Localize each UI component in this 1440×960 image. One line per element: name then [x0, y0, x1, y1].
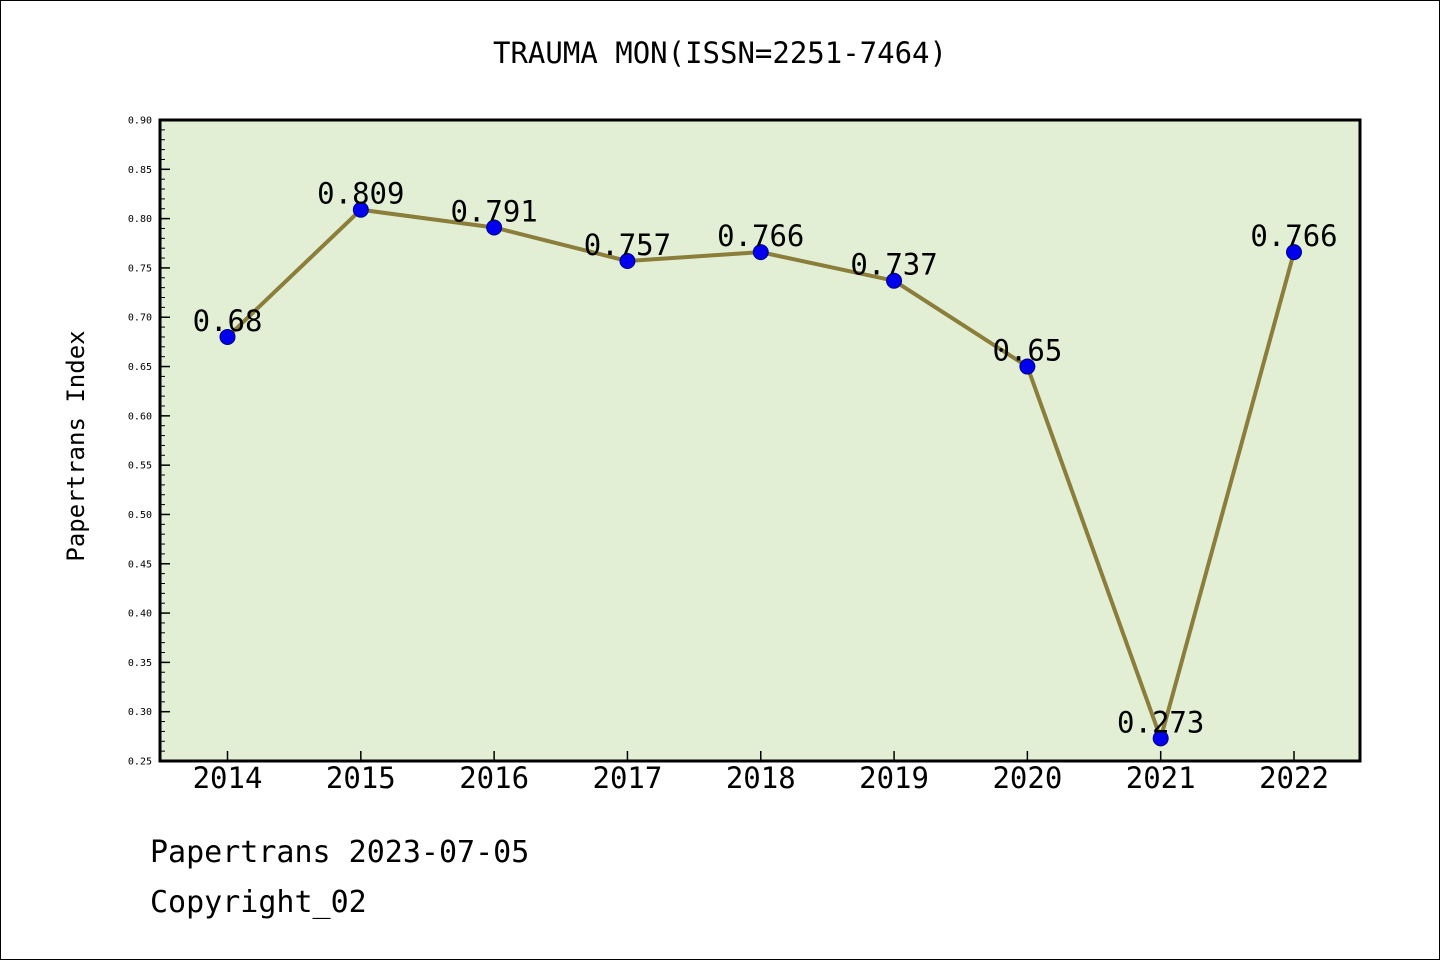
data-markers [219, 201, 1302, 747]
data-label: 0.68 [193, 304, 263, 338]
data-point [352, 201, 369, 218]
x-tick-label: 2022 [1259, 761, 1329, 795]
data-label: 0.791 [450, 194, 537, 228]
footer-copyright-line: Copyright_02 [150, 885, 367, 920]
y-tick-label: 0.65 [128, 362, 152, 373]
x-tick-label: 2016 [459, 761, 529, 795]
y-tick-label: 0.80 [128, 214, 152, 225]
y-tick-label: 0.90 [128, 116, 152, 127]
data-labels: 0.68 0.809 0.791 0.757 0.766 0.737 0.65 0.273 0.… [193, 177, 1338, 740]
data-label: 0.65 [992, 334, 1062, 368]
y-tick-label: 0.60 [128, 411, 152, 422]
x-tick-label: 2021 [1126, 761, 1196, 795]
data-point [1286, 244, 1302, 261]
data-point [1152, 730, 1169, 747]
y-tick-label: 0.55 [128, 461, 152, 472]
data-label: 0.757 [584, 228, 671, 262]
y-tick-label: 0.45 [128, 559, 152, 570]
y-tick-label: 0.75 [128, 263, 152, 274]
data-label: 0.766 [717, 219, 804, 253]
x-tick-label: 2015 [326, 761, 396, 795]
plot-border [158, 118, 1362, 763]
data-label: 0.809 [317, 177, 404, 211]
y-tick-label: 0.30 [128, 707, 152, 718]
data-label: 0.737 [850, 248, 937, 282]
y-tick-label: 0.25 [128, 757, 152, 768]
y-major-ticks: 0.25 0.30 0.35 0.40 0.45 0.50 0.55 0.60 0.65 0.70… [128, 116, 170, 768]
y-tick-label: 0.50 [128, 510, 152, 521]
x-tick-label: 2017 [593, 761, 663, 795]
y-tick-label: 0.35 [128, 658, 152, 669]
y-tick-label: 0.70 [128, 313, 152, 324]
x-tick-label: 2014 [193, 761, 263, 795]
data-label: 0.273 [1117, 705, 1204, 739]
data-point [752, 244, 769, 261]
data-point [1019, 358, 1036, 375]
y-tick-label: 0.40 [128, 609, 152, 620]
data-point [886, 272, 903, 289]
x-tick-label: 2020 [992, 761, 1062, 795]
x-tick-label: 2018 [726, 761, 796, 795]
data-point [619, 253, 636, 270]
x-ticks: 2014 2015 2016 2017 2018 2019 2020 2021 2022 [193, 751, 1329, 795]
chart-title: TRAUMA MON(ISSN=2251-7464) [493, 36, 947, 70]
y-tick-label: 0.85 [128, 165, 152, 176]
data-label: 0.766 [1250, 219, 1337, 253]
footer-date-line: Papertrans 2023-07-05 [150, 835, 530, 870]
x-tick-label: 2019 [859, 761, 929, 795]
data-point [219, 328, 236, 345]
data-point [486, 219, 503, 236]
plot-area [160, 120, 1360, 761]
y-axis-label: Papertrans Index [62, 330, 90, 561]
